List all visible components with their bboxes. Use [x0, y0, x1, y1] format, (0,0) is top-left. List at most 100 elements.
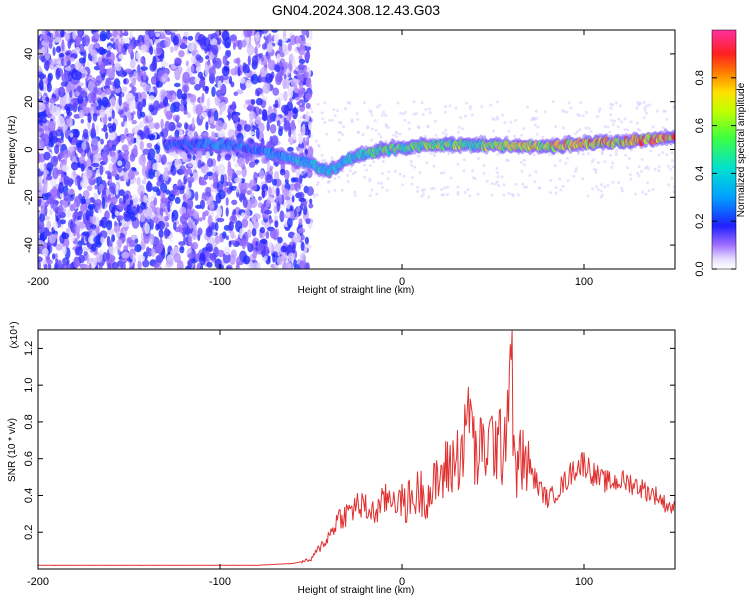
noise-cell: [608, 130, 612, 134]
noise-cell: [433, 154, 437, 157]
noise-cell: [586, 194, 590, 198]
noise-cell: [116, 231, 121, 238]
noise-cell: [284, 196, 291, 201]
noise-cell: [377, 181, 380, 185]
noise-cell: [122, 101, 130, 112]
noise-cell: [102, 252, 108, 262]
noise-cell: [205, 121, 209, 131]
noise-cell: [149, 63, 157, 72]
noise-cell: [221, 65, 230, 77]
noise-cell: [229, 35, 238, 41]
noise-cell: [156, 42, 163, 55]
noise-cell: [239, 228, 243, 240]
noise-cell: [38, 256, 43, 263]
noise-cell: [144, 222, 150, 235]
noise-cell: [304, 138, 308, 142]
y-tick-label: 0.8: [23, 414, 35, 429]
noise-cell: [52, 167, 59, 180]
noise-cell: [168, 233, 173, 242]
snr-y-label: SNR (10 * v/v): [7, 418, 18, 482]
noise-cell: [617, 181, 621, 185]
noise-cell: [164, 36, 171, 48]
noise-cell: [297, 106, 301, 110]
noise-cell: [651, 187, 655, 191]
noise-cell: [490, 182, 494, 186]
noise-cell: [462, 169, 466, 173]
noise-cell: [81, 231, 90, 236]
noise-cell: [148, 104, 155, 112]
noise-cell: [232, 209, 237, 216]
noise-cell: [46, 220, 52, 230]
noise-cell: [507, 191, 511, 195]
noise-cell: [330, 118, 334, 122]
noise-cell: [89, 197, 96, 203]
noise-cell: [294, 79, 300, 84]
noise-cell: [147, 115, 152, 124]
noise-cell: [293, 136, 296, 140]
noise-cell: [305, 42, 312, 47]
noise-cell: [101, 189, 106, 196]
noise-cell: [92, 153, 100, 165]
figure-title: GN04.2024.308.12.43.G03: [272, 2, 440, 18]
noise-cell: [84, 107, 89, 114]
noise-cell: [283, 106, 289, 117]
noise-cell: [222, 55, 228, 66]
noise-cell: [533, 180, 537, 184]
noise-cell: [130, 234, 138, 240]
noise-cell: [146, 246, 150, 254]
noise-cell: [38, 138, 43, 150]
noise-cell: [458, 126, 462, 129]
noise-cell: [128, 211, 135, 219]
noise-cell: [268, 186, 272, 197]
noise-cell: [272, 253, 276, 263]
noise-cell: [462, 158, 466, 162]
noise-cell: [165, 259, 174, 267]
noise-cell: [468, 194, 472, 198]
noise-cell: [133, 144, 138, 156]
noise-cell: [243, 124, 252, 132]
noise-cell: [179, 165, 186, 175]
noise-cell: [476, 192, 480, 196]
noise-cell: [272, 178, 277, 186]
noise-cell: [368, 177, 372, 181]
noise-cell: [87, 203, 95, 210]
noise-cell: [169, 30, 178, 33]
noise-cell: [379, 135, 383, 139]
colorbar-gradient: [711, 29, 737, 270]
noise-cell: [129, 199, 134, 206]
colorbar: 0.0 0.2 0.4 0.6 0.8 Normalized spectral ampl…: [694, 29, 747, 277]
noise-cell: [337, 175, 341, 179]
noise-cell: [642, 116, 646, 120]
noise-cell: [396, 101, 400, 105]
noise-cell: [160, 118, 164, 130]
noise-cell: [147, 160, 152, 168]
noise-cell: [344, 107, 347, 111]
noise-cell: [173, 44, 179, 52]
noise-cell: [106, 30, 111, 40]
noise-cell: [38, 79, 44, 90]
noise-cell: [150, 217, 154, 230]
noise-cell: [136, 176, 141, 186]
noise-cell: [195, 253, 200, 262]
noise-cell: [511, 194, 515, 197]
noise-cell: [305, 78, 311, 87]
noise-cell: [428, 107, 432, 111]
noise-cell: [219, 237, 224, 243]
noise-cell: [248, 161, 256, 168]
noise-cell: [332, 108, 336, 112]
noise-cell: [252, 220, 260, 229]
noise-cell: [293, 259, 297, 268]
noise-cell: [513, 118, 517, 122]
noise-cell: [58, 181, 64, 194]
noise-cell: [158, 229, 164, 239]
noise-cell: [614, 150, 618, 154]
noise-cell: [647, 189, 651, 192]
noise-cell: [262, 83, 271, 94]
noise-cell: [140, 57, 144, 64]
noise-cell: [459, 116, 462, 120]
noise-cell: [266, 114, 273, 124]
snr-frame: [37, 329, 676, 570]
noise-cell: [265, 73, 273, 84]
noise-cell: [265, 231, 270, 239]
noise-cell: [241, 238, 246, 250]
